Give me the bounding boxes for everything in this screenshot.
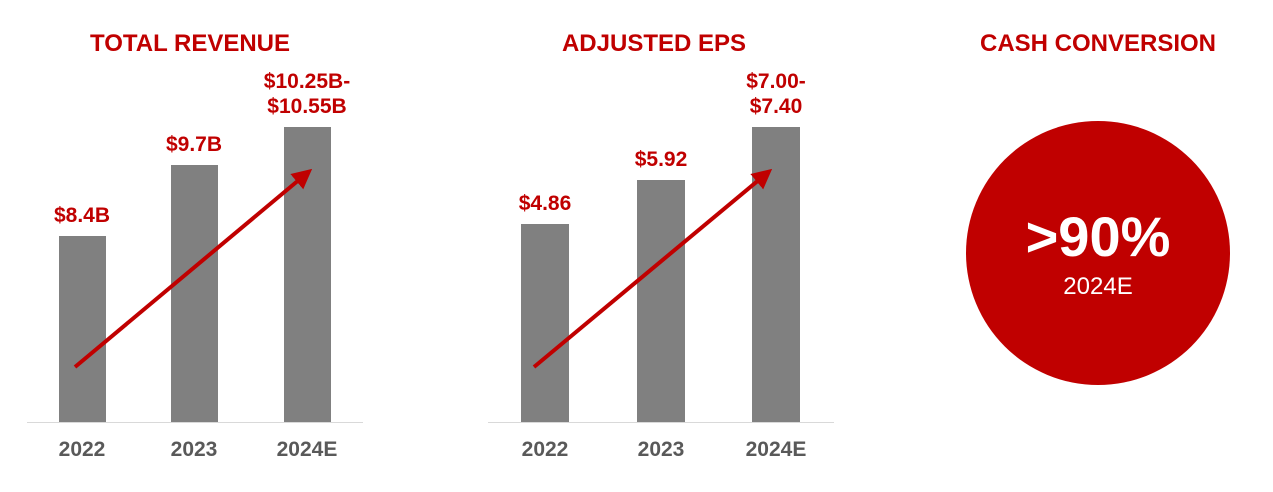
data-label: $5.92 [634, 148, 688, 172]
chart-title: TOTAL REVENUE [89, 30, 291, 57]
x-axis-line [488, 422, 834, 423]
cash-conversion-period: 2024E [1063, 273, 1133, 300]
eps-trend-arrow [532, 168, 773, 369]
cash-conversion-title: CASH CONVERSION [979, 30, 1217, 57]
x-axis-line [27, 422, 363, 423]
x-tick-label: 2024E [276, 438, 338, 461]
x-tick-label: 2023 [170, 438, 218, 461]
x-tick-label: 2022 [58, 438, 106, 461]
chart-title: ADJUSTED EPS [561, 30, 747, 57]
bar-2022 [521, 224, 569, 422]
x-tick-label: 2022 [521, 438, 569, 461]
bar-2023 [170, 165, 218, 422]
data-label: $4.86 [518, 192, 572, 216]
bar-2023 [637, 180, 685, 422]
cash-conversion-value: >90% [1025, 205, 1171, 268]
x-tick-label: 2024E [745, 438, 807, 461]
data-label: $9.7B [165, 133, 223, 157]
bar-2022 [58, 236, 106, 422]
cash-conversion-circle: >90% 2024E [966, 121, 1230, 385]
data-label: $7.00- $7.40 [746, 70, 806, 118]
data-label: $8.4B [53, 204, 111, 228]
x-tick-label: 2023 [637, 438, 685, 461]
data-label: $10.25B- $10.55B [263, 70, 351, 118]
revenue-trend-arrow [73, 168, 313, 369]
